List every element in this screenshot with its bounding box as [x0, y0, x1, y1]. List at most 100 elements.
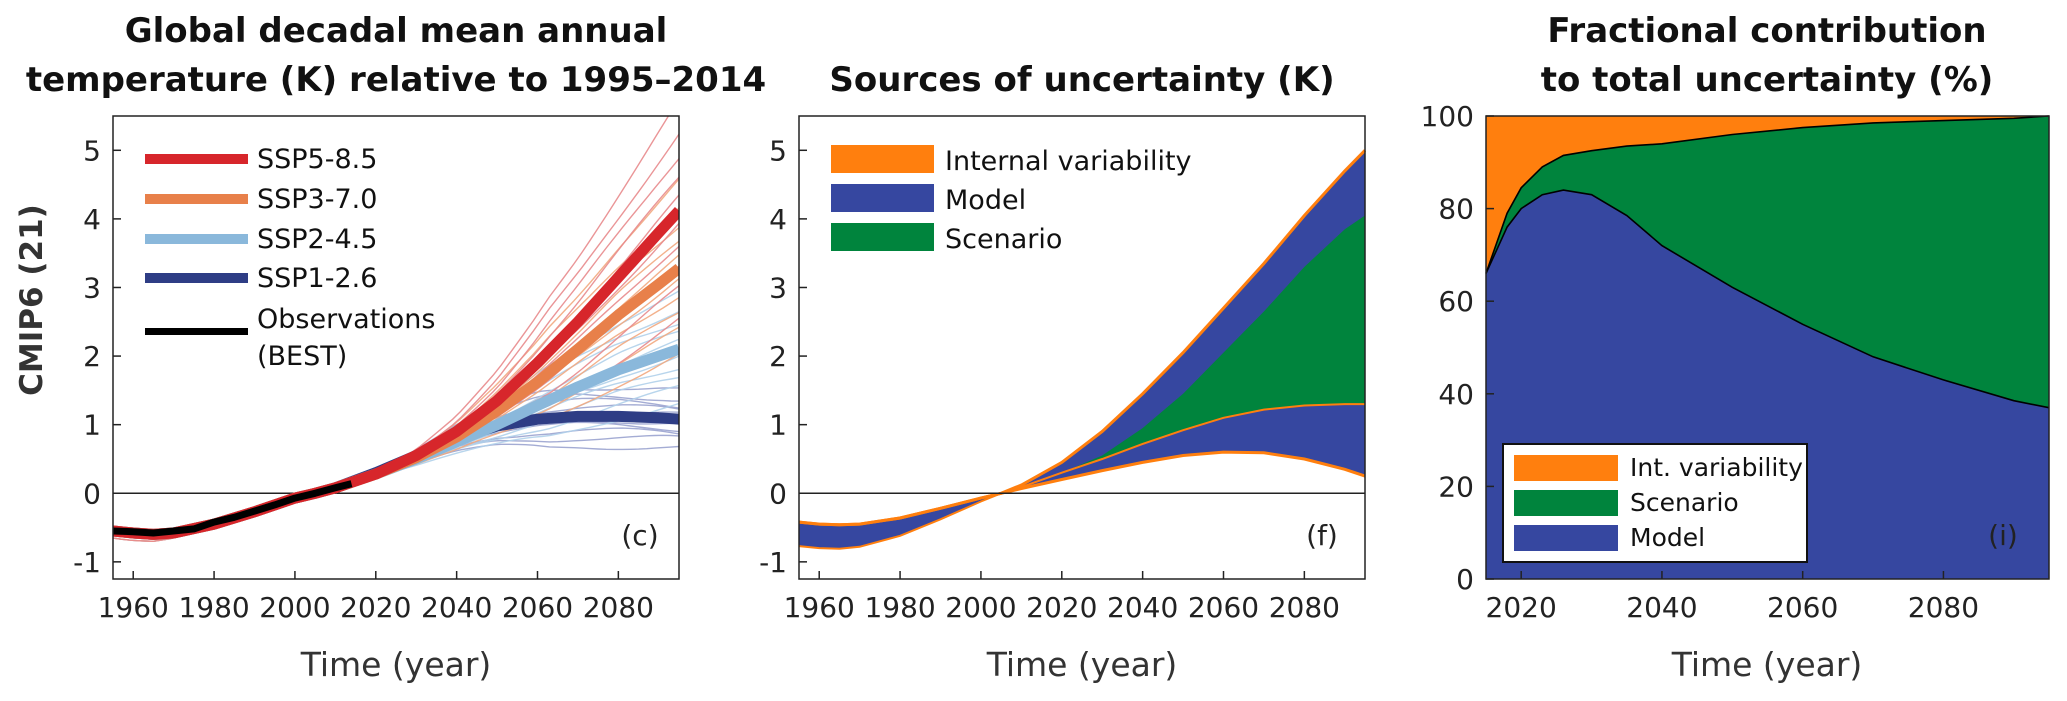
panel-f-ytick-label: 4	[769, 203, 787, 236]
panel-c-ytick-label: 2	[83, 340, 101, 373]
panel-c-series-line	[113, 410, 679, 540]
legend-swatch-scenario-i	[1514, 490, 1618, 516]
panel-i-xlabel: Time (year)	[1671, 645, 1863, 684]
panel-c-title-line2: temperature (K) relative to 1995–2014	[26, 60, 766, 100]
panel-c-member-line	[113, 376, 679, 531]
panel-c-member-line	[113, 240, 679, 536]
legend-swatch-ssp585	[145, 154, 248, 164]
panel-i-xtick-label: 2080	[1908, 591, 1979, 624]
panel-c-observations-line	[113, 480, 353, 537]
panel-f-xtick-label: 2000	[945, 591, 1016, 624]
panel-f-xtick-label: 1960	[784, 591, 855, 624]
panel-i-ytick-label: 60	[1438, 285, 1474, 318]
legend-swatch-observations	[145, 328, 248, 335]
panel-f-ytick-label: 3	[769, 271, 787, 304]
panel-f-label: (f)	[1306, 519, 1338, 552]
panel-c-member-line	[113, 194, 679, 537]
panel-c-title-line1: Global decadal mean annual	[125, 11, 668, 51]
panel-c-xtick-label: 2040	[421, 591, 492, 624]
panel-i-ytick-label: 100	[1421, 100, 1474, 133]
panel-f-xtick-label: 1980	[864, 591, 935, 624]
panel-c-member-line	[113, 176, 679, 536]
panel-i-title-line1: Fractional contribution	[1547, 11, 1986, 51]
panel-f-ytick-label: 5	[769, 134, 787, 167]
legend-label-ssp370: SSP3-7.0	[257, 184, 377, 215]
panel-c-xtick-label: 2060	[502, 591, 573, 624]
panel-c-member-line	[113, 443, 679, 532]
panel-i-scenario-boundary	[1485, 115, 2050, 274]
legend-swatch-model	[831, 184, 934, 212]
panel-f-title: Sources of uncertainty (K)	[829, 60, 1334, 100]
panel-c-ytick-label: 4	[83, 203, 101, 236]
panel-c-ytick-label: 5	[83, 134, 101, 167]
panel-i-xtick-label: 2060	[1767, 591, 1838, 624]
legend-label-scenario-i: Scenario	[1630, 488, 1739, 517]
panel-c-member-line	[113, 207, 679, 540]
panel-i: Fractional contribution to total uncerta…	[1421, 11, 2050, 684]
panel-f-internal-variability-lower	[798, 450, 1366, 527]
panel-f-xtick-label: 2080	[1269, 591, 1340, 624]
legend-label-observations-source: (BEST)	[257, 341, 347, 372]
panel-f-scenario-band	[799, 215, 1365, 549]
legend-swatch-scenario	[831, 223, 934, 251]
panel-f: Sources of uncertainty (K) 1960 1980 2000 2…	[759, 60, 1367, 684]
legend-label-ssp245: SSP2-4.5	[257, 224, 377, 255]
panel-i-ytick-label: 40	[1438, 378, 1474, 411]
legend-label-ssp126: SSP1-2.6	[257, 263, 377, 294]
panel-c-member-line	[113, 158, 679, 537]
legend-label-model: Model	[945, 185, 1026, 216]
plot-frame	[112, 115, 680, 580]
panel-c-label: (c)	[621, 519, 658, 552]
legend-swatch-ssp126	[145, 273, 248, 283]
panel-c-ytick-label: 0	[83, 477, 101, 510]
legend-swatch-internal-variability	[831, 145, 934, 173]
legend-label-ssp585: SSP5-8.5	[257, 144, 377, 175]
panel-c-member-line	[113, 427, 679, 531]
panel-f-legend: Internal variability Model Scenario	[831, 145, 1192, 255]
panel-c-xtick-label: 1960	[98, 591, 169, 624]
panel-c-member-line	[113, 310, 679, 540]
legend-swatch-ssp245	[145, 234, 248, 244]
legend-swatch-model-i	[1514, 525, 1618, 551]
panel-c-xtick-label: 2080	[583, 591, 654, 624]
legend-label-scenario: Scenario	[945, 224, 1062, 255]
panel-i-xtick-label: 2020	[1486, 591, 1557, 624]
legend-label-observations: Observations	[257, 304, 435, 335]
panel-i-ytick-label: 80	[1438, 193, 1474, 226]
panel-c-ytick-label: 1	[83, 409, 101, 442]
panel-f-ytick-label: 1	[769, 409, 787, 442]
panel-i-scenario-area	[1486, 116, 2049, 408]
panel-f-xtick-label: 2020	[1026, 591, 1097, 624]
panel-c: Global decadal mean annual temperature (…	[14, 11, 766, 684]
panel-c-series-line	[113, 206, 679, 540]
panel-c-ytick-label: -1	[73, 546, 101, 579]
legend-label-internal-variability: Internal variability	[945, 146, 1192, 177]
panel-c-legend: SSP5-8.5 SSP3-7.0 SSP2-4.5 SSP1-2.6 Obse…	[145, 144, 435, 372]
panel-f-ytick-label: 2	[769, 340, 787, 373]
panel-c-member-line	[113, 338, 679, 537]
plot-frame	[1485, 115, 2050, 580]
legend-label-int-variability: Int. variability	[1630, 453, 1803, 482]
panel-i-int-variability-area	[1486, 116, 2049, 274]
panel-c-member-line	[113, 330, 679, 536]
panel-i-title-line2: to total uncertainty (%)	[1541, 60, 1994, 100]
panel-f-internal-variability-base	[798, 403, 1365, 550]
panel-f-plot-area: 1960 1980 2000 2020 2040 2060 2080 -1 0 1 2 3 4 5	[759, 115, 1367, 624]
panel-c-xtick-label: 2000	[259, 591, 330, 624]
panel-c-member-line	[113, 419, 679, 537]
panel-i-legend: Int. variability Scenario Model	[1502, 443, 1808, 563]
panel-i-ytick-label: 0	[1456, 563, 1474, 596]
panel-c-member-line	[113, 411, 679, 537]
panel-f-ytick-label: 0	[769, 477, 787, 510]
panel-c-member-line	[113, 421, 679, 533]
panel-c-member-line	[113, 323, 679, 537]
panel-f-xtick-label: 2040	[1107, 591, 1178, 624]
panel-f-xlabel: Time (year)	[986, 645, 1178, 684]
panel-c-ytick-label: 3	[83, 271, 101, 304]
legend-label-model-i: Model	[1630, 523, 1705, 552]
panel-c-plot-area: 1960 1980 2000 2020 2040 2060 2080 -1 0 1 2 3 4 5	[73, 115, 680, 624]
panel-f-xtick-label: 2060	[1188, 591, 1259, 624]
panel-c-member-line	[113, 434, 679, 532]
panel-i-label: (i)	[1988, 519, 2018, 552]
